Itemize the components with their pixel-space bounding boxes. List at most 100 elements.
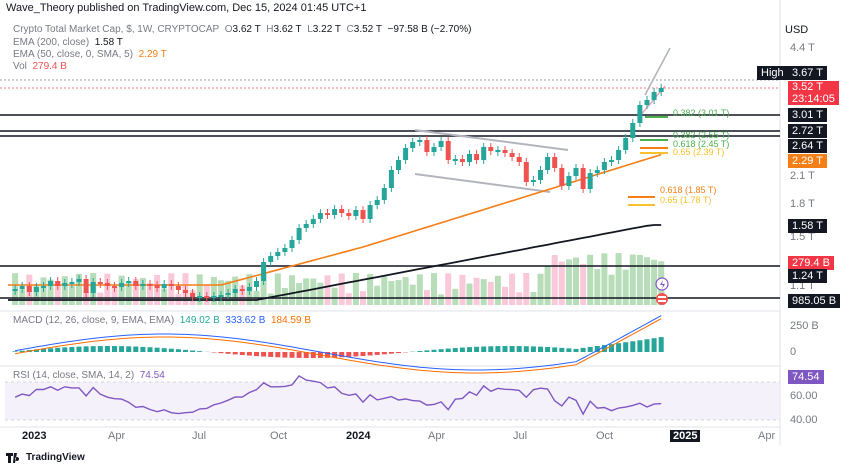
macd-bar (90, 346, 96, 352)
macd-bar (197, 351, 203, 352)
candle-body (658, 88, 664, 92)
candle-body (388, 170, 394, 188)
macd-histogram (12, 337, 664, 358)
low-value: 3.22 T (312, 24, 341, 35)
candle-body (601, 162, 607, 170)
macd-bar (644, 339, 650, 352)
fib-label-2: 0.382 (2.55 T) (673, 130, 730, 140)
volume-bar (19, 289, 26, 305)
volume-bar (97, 292, 104, 305)
candle-body (630, 123, 636, 138)
currency-button[interactable]: USD (785, 24, 809, 36)
high-value: 3.62 T (273, 24, 302, 35)
ema50-line[interactable] (8, 153, 662, 286)
candle-body (332, 209, 338, 215)
macd-bar (168, 348, 174, 352)
macd-bar (261, 352, 267, 357)
macd-bar (97, 346, 103, 352)
macd-bar (353, 352, 359, 357)
volume-bar (210, 276, 217, 305)
volume-bar (388, 280, 395, 305)
macd-bar (55, 347, 61, 352)
macd-bar (161, 348, 167, 352)
time-label-2023: 2023 (22, 430, 47, 442)
candle-body (239, 289, 245, 291)
volume-bar (345, 293, 352, 305)
ema50-legend[interactable]: EMA (50, close, 0, SMA, 5) 2.29 T (13, 49, 167, 60)
macd-bar (580, 347, 586, 352)
macd-bar (232, 352, 238, 355)
macd-bar (119, 346, 125, 352)
macd-bar (104, 346, 110, 352)
ema200-value: 1.58 T (94, 37, 123, 48)
macd-bar (303, 352, 309, 358)
volume-bar (310, 278, 317, 305)
macd-legend[interactable]: MACD (12, 26, close, 9, EMA, EMA) 149.02… (13, 315, 311, 326)
macd-bar (417, 351, 423, 352)
candle-body (381, 188, 387, 200)
candle-body (530, 180, 536, 182)
candle-body (609, 160, 614, 162)
time-label-2025: 2025 (670, 430, 701, 442)
candle-body (147, 284, 153, 286)
candle-body (438, 141, 444, 147)
level-tag-1-24: 1.24 T (788, 269, 827, 283)
level-tag-985: 985.05 B (788, 294, 841, 308)
volume-bar (537, 273, 544, 305)
event-icon[interactable] (655, 277, 669, 291)
candle-body (133, 281, 139, 286)
candle-body (488, 147, 494, 151)
ema200-legend[interactable]: EMA (200, close) 1.58 T (13, 37, 123, 48)
tradingview-logo[interactable]: TradingView (6, 452, 85, 463)
signal-line-value: 184.59 B (270, 315, 311, 326)
macd-bar (147, 347, 153, 352)
candlesticks (12, 84, 664, 302)
macd-bar (289, 352, 295, 358)
volume-bar (147, 283, 153, 305)
macd-bar (616, 343, 622, 352)
volume-bar (587, 254, 594, 305)
rsi-legend[interactable]: RSI (14, close, SMA, 14, 2) 74.54 (13, 370, 165, 381)
macd-bar (474, 346, 480, 352)
channel-lower[interactable] (414, 173, 551, 193)
volume-bar (303, 278, 310, 305)
candle-body (268, 256, 274, 262)
candle-body (211, 296, 217, 298)
price-scale-1-1: 1.1 T (790, 280, 815, 292)
channel-upper[interactable] (414, 129, 569, 151)
volume-bar (473, 277, 480, 305)
macd-bar (559, 347, 565, 352)
macd-bar (325, 352, 330, 358)
volume-bar (594, 269, 601, 305)
candle-body (112, 286, 117, 288)
macd-bar (388, 352, 394, 354)
macd-bar (587, 346, 593, 352)
volume-bar (111, 287, 118, 305)
rsi-legend-value: 74.54 (139, 370, 165, 381)
candle-body (502, 150, 508, 153)
rsi-line[interactable] (14, 374, 662, 416)
volume-bar (445, 273, 452, 305)
volume-legend[interactable]: Vol 279.4 B (13, 61, 67, 72)
candle-body (637, 105, 643, 123)
macd-scale-0: 0 (790, 346, 797, 358)
price-scale-1-5: 1.5 T (790, 231, 815, 243)
volume-bar (125, 282, 132, 305)
high-value-tag: 3.67 T (788, 66, 827, 80)
flag-icon[interactable] (656, 293, 668, 305)
symbol-name: Crypto Total Market Cap, $, 1W, CRYPTOCA… (13, 24, 220, 35)
time-label-oct: Oct (270, 430, 288, 442)
macd-bar (637, 340, 643, 352)
volume-bar (494, 275, 501, 305)
macd-bar (601, 345, 607, 352)
volume-bar (551, 255, 558, 305)
ema200-line[interactable] (8, 224, 662, 301)
macd-bar (282, 352, 288, 358)
trend-projection[interactable] (644, 47, 671, 96)
macd-bar (62, 347, 68, 352)
volume-bar (54, 281, 61, 305)
candle-body (467, 154, 472, 162)
volume-bar (374, 285, 381, 305)
volume-bar (68, 286, 75, 305)
